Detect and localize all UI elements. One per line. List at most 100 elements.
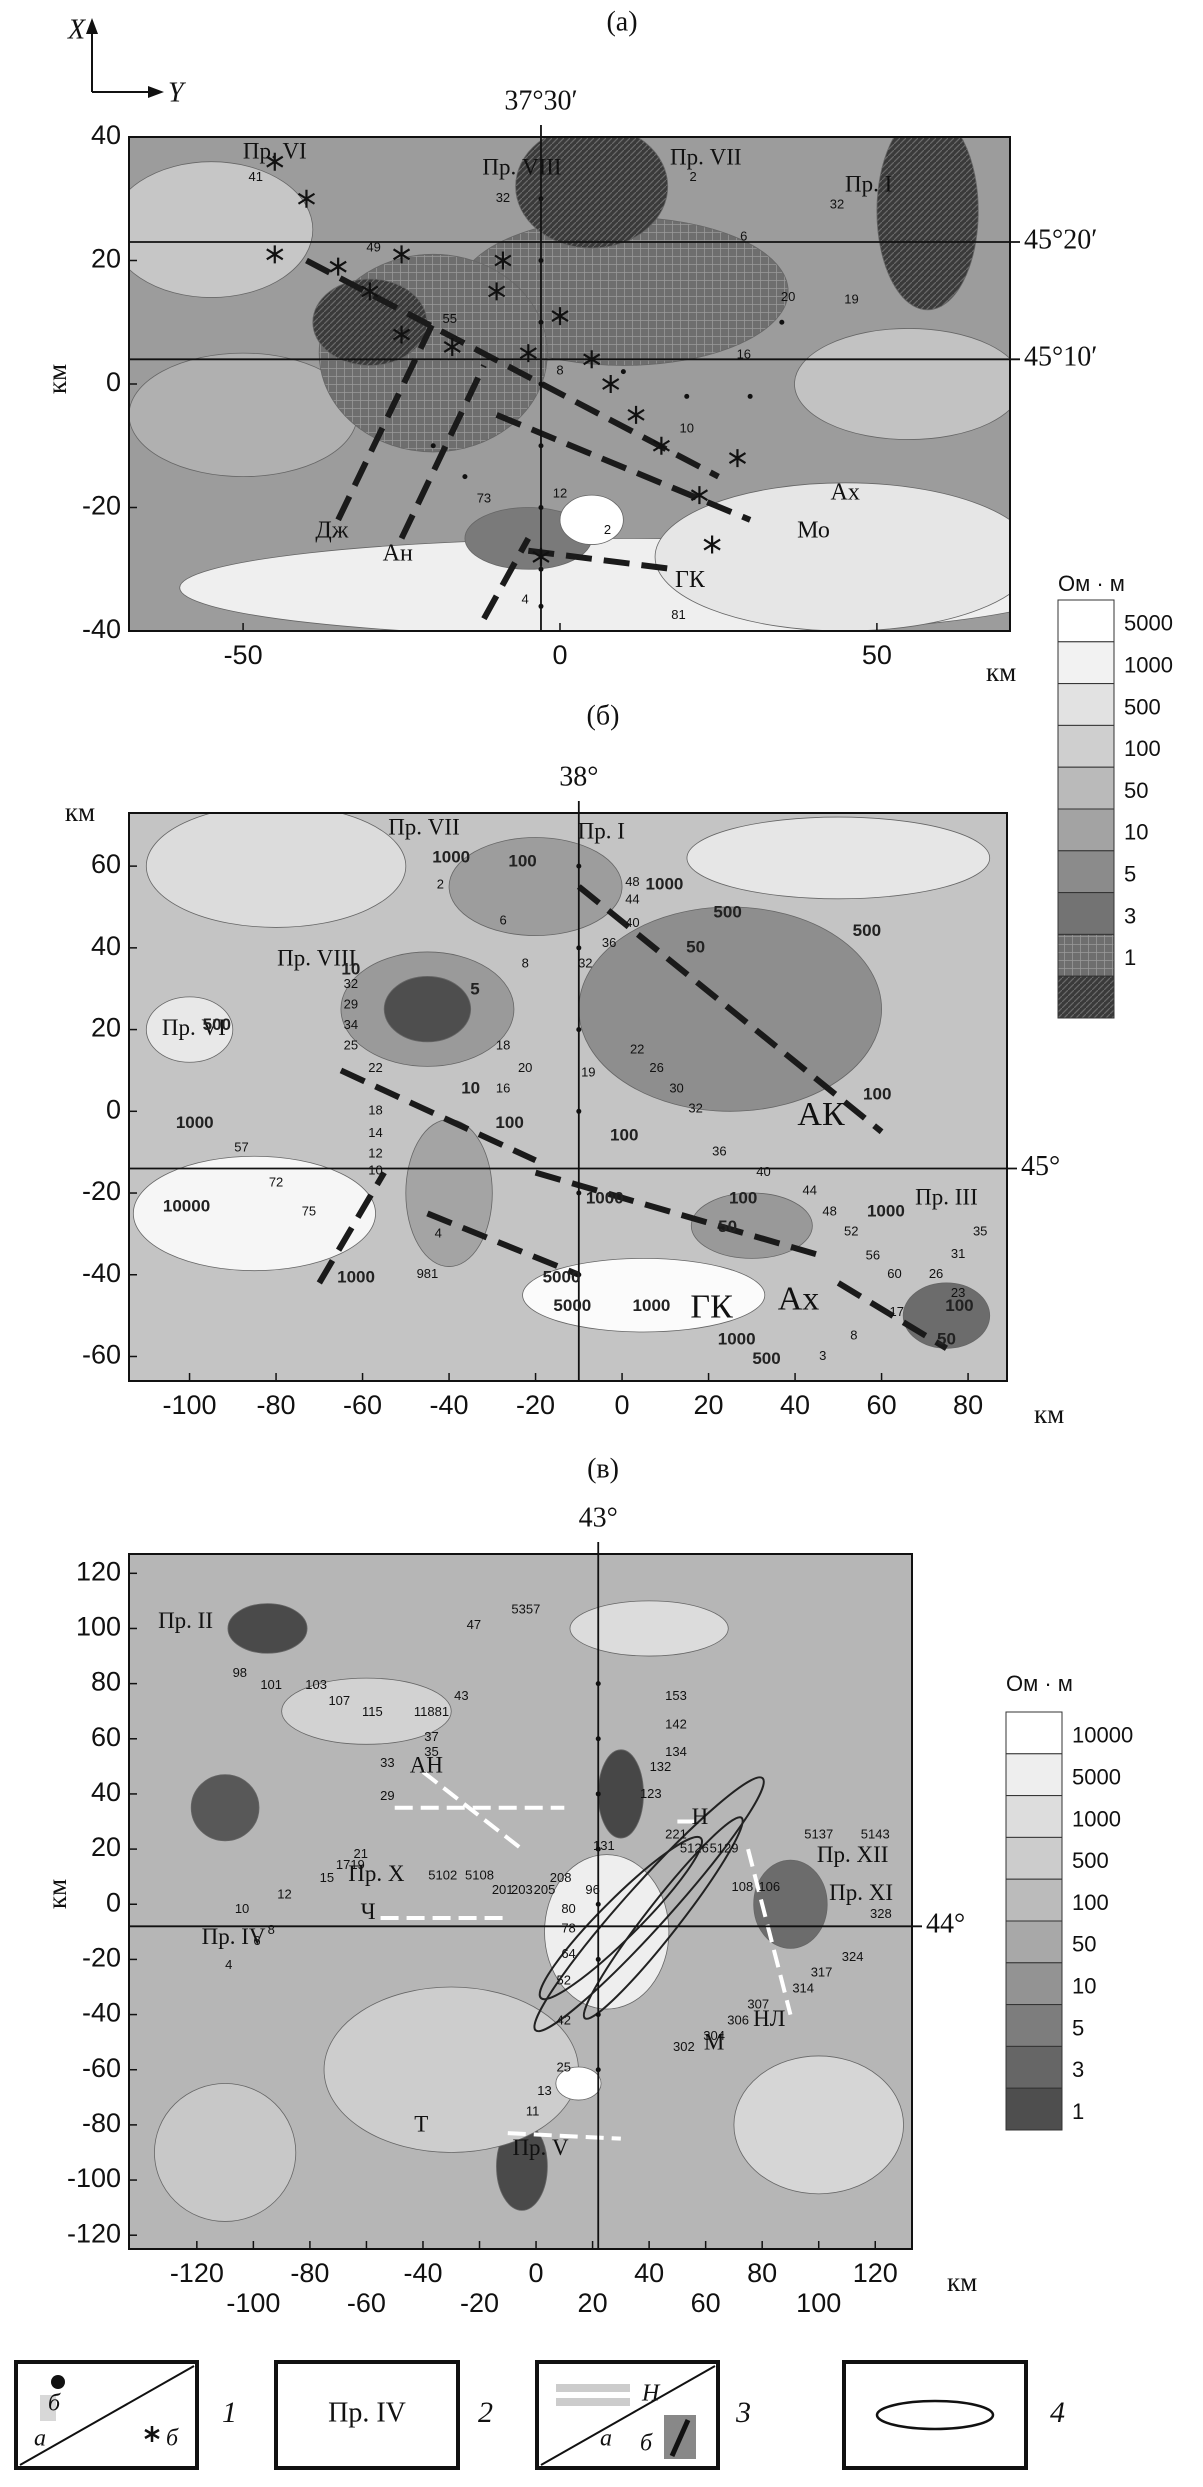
epicenter-star bbox=[266, 245, 284, 264]
station-number: 96 bbox=[585, 1882, 599, 1897]
x-axis-unit: км bbox=[1034, 1399, 1064, 1429]
anomaly-outline bbox=[533, 1776, 765, 2033]
station-number: 11881 bbox=[414, 1704, 449, 1719]
y-tick-label: 100 bbox=[76, 1612, 121, 1642]
resistivity-zone bbox=[383, 976, 472, 1043]
station-number: 17 bbox=[889, 1304, 903, 1319]
station-number: 18 bbox=[496, 1037, 510, 1052]
epicenter-star bbox=[297, 189, 316, 208]
x-tick-label: 0 bbox=[529, 2258, 544, 2288]
station-number: 306 bbox=[727, 2012, 749, 2027]
anomaly-outline bbox=[582, 1816, 744, 2020]
y-tick-label: -80 bbox=[82, 2108, 121, 2138]
y-tick-label: -20 bbox=[82, 1943, 121, 1973]
resistivity-zone bbox=[794, 328, 1010, 440]
fault-line bbox=[495, 412, 752, 523]
contour-label: 5000 bbox=[553, 1296, 591, 1315]
station-number: 15 bbox=[320, 1870, 334, 1885]
fault-label: ГК bbox=[675, 567, 706, 593]
x-tick-label: 40 bbox=[780, 1390, 810, 1420]
x-tick-label: -80 bbox=[290, 2258, 329, 2288]
station-number: 101 bbox=[260, 1677, 282, 1692]
x-tick-label: 0 bbox=[615, 1390, 630, 1420]
orientation: X Y bbox=[67, 14, 187, 108]
y-tick-label: -40 bbox=[82, 614, 121, 644]
legend-label: 3 bbox=[1124, 903, 1136, 928]
station-number: 1719 bbox=[336, 1857, 365, 1872]
station-number: 47 bbox=[467, 1617, 481, 1632]
y-tick-label: 40 bbox=[91, 1777, 121, 1807]
contour-label: 500 bbox=[203, 1015, 231, 1034]
station-number: 132 bbox=[650, 1759, 672, 1774]
profile-label: Пр. VIII bbox=[482, 154, 561, 179]
station-number: 60 bbox=[887, 1266, 901, 1281]
anomaly-outline bbox=[538, 1835, 703, 2001]
station-number: 10 bbox=[235, 1901, 249, 1916]
y-tick-label: 80 bbox=[91, 1667, 121, 1697]
station-number: 75 bbox=[302, 1203, 316, 1218]
station-dot bbox=[779, 319, 785, 325]
legend-swatch bbox=[1005, 1920, 1063, 1964]
legend-label: 1 bbox=[1124, 945, 1136, 970]
epicenter-star bbox=[551, 307, 569, 326]
epicenter-star bbox=[690, 486, 709, 505]
station-number: 6 bbox=[500, 912, 507, 927]
station-dot bbox=[430, 443, 436, 449]
map-panel: (б)38°45°-100 -80 -60 -40 -20 0 20 40 60 80-60-40… bbox=[65, 700, 1064, 1429]
resistivity-zone bbox=[515, 137, 669, 249]
panel-label: (а) bbox=[606, 6, 637, 37]
station-number: 2 bbox=[604, 522, 611, 537]
station-number: 73 bbox=[477, 490, 491, 505]
legend-label: 3 bbox=[1072, 2057, 1084, 2082]
y-tick-label: 0 bbox=[106, 367, 121, 397]
contour-label: 10 bbox=[461, 1079, 480, 1098]
station-dot bbox=[684, 393, 690, 399]
station-number: 304 bbox=[703, 2028, 725, 2043]
map-panel: (в)43°44°-120-100-80-60-40-2002040608010… bbox=[42, 1453, 977, 2318]
station-number: 16 bbox=[737, 346, 751, 361]
x-tick-label: -60 bbox=[343, 1390, 382, 1420]
station-number: 19 bbox=[844, 291, 858, 306]
station-number: 44 bbox=[625, 891, 639, 906]
contour-label: 50 bbox=[937, 1330, 956, 1349]
y-tick-label: 120 bbox=[76, 1556, 121, 1586]
legend-label: 5000 bbox=[1072, 1765, 1121, 1790]
y-tick-label: 20 bbox=[91, 244, 121, 274]
fault-label: Ч bbox=[361, 1899, 376, 1924]
epicenter-star bbox=[728, 449, 747, 468]
profile-label: Пр. VIII bbox=[277, 945, 356, 970]
station-number: 324 bbox=[842, 1949, 864, 1964]
parallel-label: 45° bbox=[1021, 1151, 1060, 1182]
resistivity-zone bbox=[154, 2083, 297, 2222]
resistivity-zone bbox=[544, 1854, 670, 2010]
station-number: 8 bbox=[522, 956, 529, 971]
legend-swatch bbox=[1057, 641, 1115, 685]
fault-line bbox=[507, 2131, 621, 2141]
station-number: 32 bbox=[578, 956, 592, 971]
station-number: 26 bbox=[649, 1060, 663, 1075]
station-number: 48 bbox=[822, 1203, 836, 1218]
fault-label: Ан bbox=[383, 541, 413, 567]
station-number: 52 bbox=[844, 1223, 858, 1238]
x-tick-label: -120 bbox=[170, 2258, 224, 2288]
legend-label: 5 bbox=[1072, 2015, 1084, 2040]
y-axis-unit: км bbox=[42, 1879, 72, 1909]
legend-label: 10000 bbox=[1072, 1723, 1133, 1748]
y-tick-label: 20 bbox=[91, 1832, 121, 1862]
station-number: 19 bbox=[581, 1065, 595, 1080]
legend-label: 50 bbox=[1072, 1932, 1096, 1957]
x-tick-label: 80 bbox=[747, 2258, 777, 2288]
epicenter-star bbox=[703, 535, 721, 554]
meridian-label: 43° bbox=[579, 1502, 618, 1533]
station-number: 203 bbox=[511, 1882, 533, 1897]
station-number: 5357 bbox=[511, 1602, 540, 1617]
fault-label: Ах bbox=[831, 479, 860, 505]
station-number: 20 bbox=[781, 289, 795, 304]
x-tick-label: -20 bbox=[460, 2288, 499, 2318]
x-tick-label: 40 bbox=[634, 2258, 664, 2288]
x-tick-label: 60 bbox=[867, 1390, 897, 1420]
station-number: 16 bbox=[496, 1081, 510, 1096]
station-number: 5129 bbox=[710, 1841, 739, 1856]
parallel-label: 45°20′ bbox=[1024, 224, 1097, 255]
resistivity-zone bbox=[559, 494, 624, 545]
